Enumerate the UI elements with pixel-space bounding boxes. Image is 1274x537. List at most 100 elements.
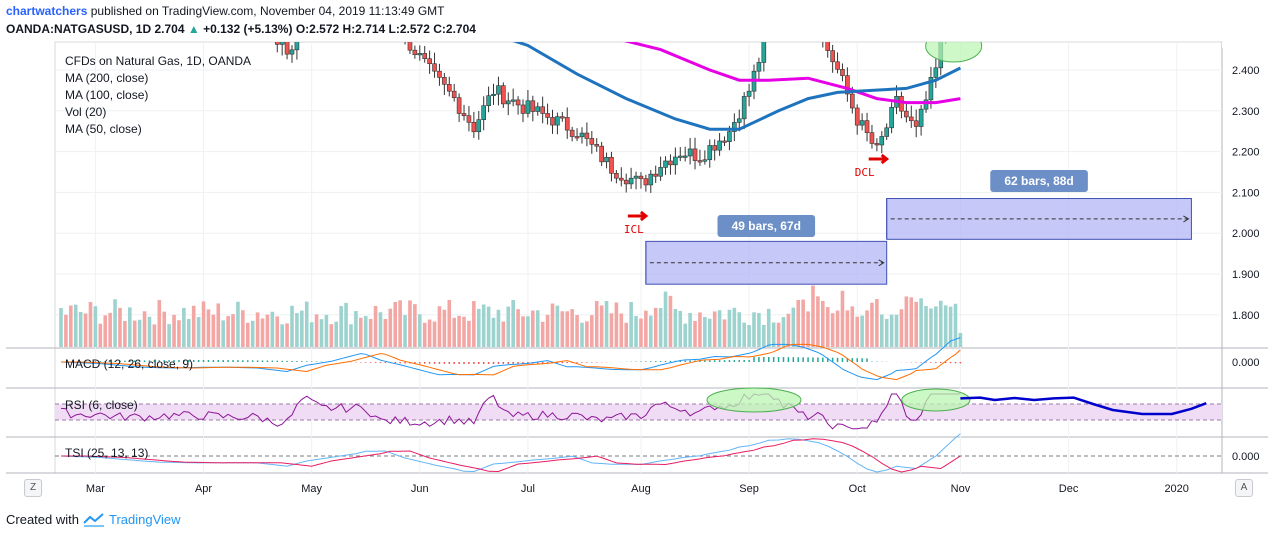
measure-arrowhead xyxy=(1183,215,1190,223)
published-text: published on TradingView.com, November 0… xyxy=(90,4,445,18)
candle-body xyxy=(481,105,486,120)
volume-bar xyxy=(422,322,427,347)
candle-body xyxy=(697,160,703,163)
volume-bar xyxy=(408,300,412,347)
zoom-button[interactable]: Z xyxy=(24,479,42,497)
volume-bar xyxy=(324,314,329,347)
tsi-label[interactable]: TSI (25, 13, 13) xyxy=(65,446,149,460)
volume-bar xyxy=(550,303,555,347)
price-tick-label: 1.900 xyxy=(1232,269,1260,281)
volume-bar xyxy=(727,309,732,347)
candle-body xyxy=(859,120,865,126)
volume-bar xyxy=(673,309,678,347)
volume-bar xyxy=(516,309,520,347)
rsi-pane xyxy=(55,387,1222,430)
volume-bar xyxy=(137,319,142,347)
volume-bar xyxy=(825,307,830,347)
volume-bar xyxy=(703,316,707,347)
volume-bar xyxy=(791,307,796,347)
volume-bar xyxy=(486,306,491,347)
legend-ma50[interactable]: MA (50, close) xyxy=(65,122,142,136)
candle-body xyxy=(633,175,639,179)
candle-body xyxy=(589,138,595,145)
price-tick-label: 2.000 xyxy=(1232,228,1260,240)
auto-scale-button[interactable]: A xyxy=(1235,479,1253,497)
rsi-label[interactable]: RSI (6, close) xyxy=(65,398,138,412)
volume-bar xyxy=(275,316,280,347)
candle-body xyxy=(427,58,432,65)
time-tick-label: Jun xyxy=(411,483,429,495)
candle-body xyxy=(520,104,526,114)
volume-bar xyxy=(599,305,604,347)
volume-bar xyxy=(845,310,850,347)
candle-body xyxy=(830,50,835,63)
volume-bar xyxy=(914,301,918,347)
candle-body xyxy=(300,31,304,36)
candle-body xyxy=(727,131,732,142)
candle-body xyxy=(569,129,575,137)
candle-body xyxy=(564,117,570,131)
volume-bar xyxy=(757,313,761,347)
candle-series xyxy=(256,5,947,193)
tradingview-brand[interactable]: TradingView xyxy=(108,512,181,527)
volume-bar xyxy=(245,322,250,347)
candle-body xyxy=(614,173,619,179)
volume-bar xyxy=(157,300,162,347)
volume-bar xyxy=(196,317,201,347)
candle-body xyxy=(476,119,482,133)
author-link[interactable]: chartwatchers xyxy=(6,4,88,18)
volume-bar xyxy=(712,311,717,347)
volume-bar xyxy=(943,305,948,347)
candle-body xyxy=(618,177,624,181)
footer: Created with TradingView xyxy=(6,512,181,527)
price-tick-label: 1.800 xyxy=(1232,310,1260,322)
candle-body xyxy=(256,5,260,15)
volume-bar xyxy=(398,300,402,347)
time-tick-label: Sep xyxy=(739,483,759,495)
volume-bar xyxy=(806,311,810,347)
volume-bar xyxy=(103,315,108,347)
volume-bar xyxy=(575,315,579,347)
candle-body xyxy=(403,33,407,35)
candle-body xyxy=(933,67,939,78)
candle-body xyxy=(491,93,496,97)
volume-bar xyxy=(816,296,820,347)
candle-body xyxy=(412,49,418,56)
candle-body xyxy=(609,156,614,174)
legend-ma100[interactable]: MA (100, close) xyxy=(65,88,149,102)
volume-bar xyxy=(123,320,127,347)
candle-body xyxy=(692,148,698,161)
macd-label[interactable]: MACD (12, 26, close, 9) xyxy=(65,357,194,371)
volume-bar xyxy=(88,302,93,347)
volume-bar xyxy=(476,308,481,347)
volume-bar xyxy=(186,318,191,347)
tsi-signal-line xyxy=(61,438,961,473)
tradingview-logo-icon xyxy=(83,512,104,527)
candle-body xyxy=(923,99,929,110)
legend-ma200[interactable]: MA (200, close) xyxy=(65,71,149,85)
candle-body xyxy=(874,143,880,146)
legend-vol[interactable]: Vol (20) xyxy=(65,105,107,119)
volume-bar xyxy=(904,296,909,347)
macd-signal-line xyxy=(61,343,961,381)
candle-body xyxy=(781,19,785,25)
volume-bar xyxy=(467,320,471,347)
volume-bar xyxy=(368,318,373,347)
symbol-name: OANDA:NATGASUSD, 1D xyxy=(6,22,152,36)
volume-bar xyxy=(934,306,938,347)
candle-body xyxy=(515,99,521,106)
candle-body xyxy=(777,23,781,25)
candle-body xyxy=(310,16,314,18)
time-tick-label: May xyxy=(301,483,322,495)
volume-bar xyxy=(373,305,378,347)
candle-body xyxy=(501,85,506,105)
candle-body xyxy=(525,100,531,114)
candle-body xyxy=(722,140,727,143)
candle-body xyxy=(643,178,649,186)
candle-body xyxy=(442,77,447,85)
candle-body xyxy=(315,16,319,22)
tsi-pane xyxy=(55,433,1222,473)
volume-bar xyxy=(83,313,88,347)
volume-bar xyxy=(742,322,746,347)
